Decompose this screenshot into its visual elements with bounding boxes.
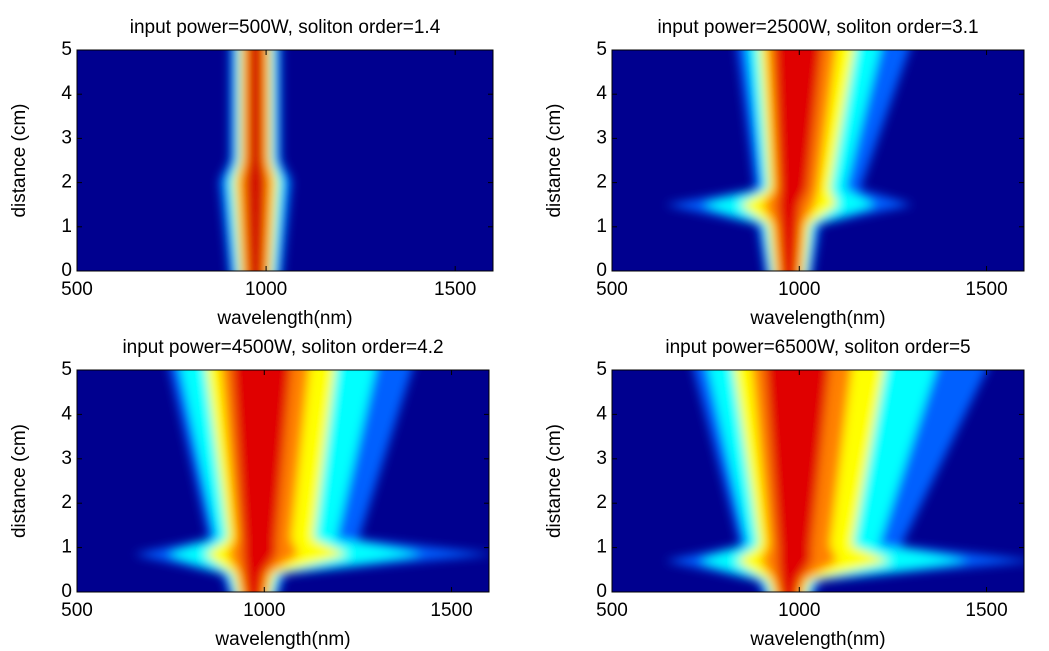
x-tick-label: 1500 [965, 600, 1007, 621]
y-tick-label: 4 [596, 403, 607, 424]
heatmap [612, 50, 1024, 271]
heatmap-field [219, 50, 292, 271]
x-tick-label: 1000 [243, 600, 285, 621]
y-tick-label: 0 [61, 260, 72, 281]
y-tick-label: 0 [596, 260, 607, 281]
x-tick-label: 500 [596, 600, 628, 621]
x-tick-label: 1500 [965, 279, 1007, 300]
y-tick-label: 1 [61, 537, 72, 558]
heatmap-layer [231, 370, 291, 592]
y-tick-label: 4 [61, 403, 72, 424]
x-tick-label: 1500 [430, 600, 472, 621]
x-tick-label: 500 [61, 279, 93, 300]
heatmap [77, 50, 493, 271]
heatmap [612, 370, 1024, 592]
y-tick-label: 5 [596, 39, 607, 60]
x-tick-label: 1000 [778, 279, 820, 300]
y-tick-label: 2 [596, 172, 607, 193]
x-axis-label: wavelength(nm) [749, 629, 885, 650]
y-tick-label: 4 [61, 83, 72, 104]
heatmap-layer [245, 50, 266, 271]
y-tick-label: 4 [596, 83, 607, 104]
chart-title: input power=6500W, soliton order=5 [665, 337, 970, 358]
chart-title: input power=500W, soliton order=1.4 [130, 17, 441, 38]
y-tick-label: 5 [61, 359, 72, 380]
x-tick-label: 500 [61, 600, 93, 621]
y-tick-label: 0 [596, 581, 607, 602]
axes-frame [611, 369, 1025, 593]
y-axis-label: distance (cm) [9, 103, 30, 217]
subplot: 500 1000 1500 0 1 2 3 4 5 input power=4500W, soli… [9, 337, 490, 650]
y-tick-label: 5 [61, 39, 72, 60]
subplot: 500 1000 1500 0 1 2 3 4 5 input power=6500W, soli… [544, 337, 1025, 650]
y-tick-label: 5 [596, 359, 607, 380]
y-tick-label: 1 [596, 216, 607, 237]
x-axis-label: wavelength(nm) [749, 308, 885, 329]
y-axis-label: distance (cm) [9, 424, 30, 538]
heatmap-field [133, 370, 489, 592]
y-axis-label: distance (cm) [544, 103, 565, 217]
heatmap-layer [774, 50, 822, 271]
x-axis-label: wavelength(nm) [214, 629, 350, 650]
heatmap-field [665, 370, 1024, 592]
y-tick-label: 2 [61, 492, 72, 513]
x-tick-label: 500 [596, 279, 628, 300]
heatmap-field [665, 50, 913, 271]
heatmap [77, 370, 489, 592]
y-tick-label: 3 [596, 127, 607, 148]
chart-title: input power=4500W, soliton order=4.2 [122, 337, 443, 358]
chart-title: input power=2500W, soliton order=3.1 [657, 17, 978, 38]
subplot: 500 1000 1500 0 1 2 3 4 5 input power=2500W, soli… [544, 17, 1025, 329]
y-axis-label: distance (cm) [544, 424, 565, 538]
y-tick-label: 3 [61, 448, 72, 469]
x-tick-label: 1000 [245, 279, 287, 300]
axes-frame [76, 49, 494, 272]
y-tick-label: 1 [61, 216, 72, 237]
y-tick-label: 1 [596, 537, 607, 558]
y-tick-label: 3 [596, 448, 607, 469]
y-tick-label: 2 [61, 172, 72, 193]
y-tick-label: 3 [61, 127, 72, 148]
y-tick-label: 2 [596, 492, 607, 513]
y-tick-label: 0 [61, 581, 72, 602]
heatmap-layer [765, 370, 830, 592]
x-tick-label: 1000 [778, 600, 820, 621]
axes-frame [611, 49, 1025, 272]
subplot: 500 1000 1500 0 1 2 3 4 5 input power=500W, solit… [9, 17, 494, 329]
x-axis-label: wavelength(nm) [216, 308, 352, 329]
x-tick-label: 1500 [434, 279, 476, 300]
axes-frame [76, 369, 490, 593]
